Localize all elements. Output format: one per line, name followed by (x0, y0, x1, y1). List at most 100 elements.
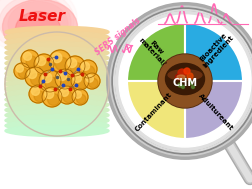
Circle shape (32, 87, 40, 95)
Circle shape (88, 78, 98, 88)
Circle shape (76, 78, 87, 89)
Circle shape (47, 94, 59, 105)
Circle shape (159, 55, 211, 107)
Circle shape (58, 86, 76, 104)
Ellipse shape (8, 2, 68, 46)
Circle shape (44, 88, 60, 105)
Circle shape (81, 62, 89, 70)
Circle shape (80, 61, 96, 77)
Text: Raw
material/: Raw material/ (137, 33, 171, 67)
Circle shape (22, 51, 38, 67)
Circle shape (29, 85, 47, 103)
Circle shape (178, 69, 186, 77)
Circle shape (40, 60, 51, 73)
Ellipse shape (5, 26, 109, 38)
Ellipse shape (3, 0, 78, 54)
Circle shape (76, 94, 86, 104)
Text: CHM: CHM (173, 78, 198, 88)
Circle shape (189, 81, 193, 85)
Circle shape (26, 68, 44, 85)
Circle shape (67, 57, 83, 74)
Ellipse shape (5, 99, 109, 111)
Circle shape (84, 73, 100, 89)
Text: Laser: Laser (18, 9, 66, 24)
Ellipse shape (5, 94, 109, 105)
Ellipse shape (5, 78, 109, 90)
Circle shape (34, 54, 54, 74)
Circle shape (56, 70, 74, 88)
Circle shape (52, 53, 62, 63)
Wedge shape (127, 23, 185, 81)
Circle shape (71, 72, 89, 90)
Text: SERS signals: SERS signals (93, 16, 142, 57)
Circle shape (55, 57, 68, 70)
Circle shape (63, 92, 74, 103)
Ellipse shape (0, 0, 71, 49)
Ellipse shape (0, 0, 74, 50)
Ellipse shape (5, 73, 109, 84)
Circle shape (68, 59, 77, 67)
Ellipse shape (5, 89, 109, 100)
Circle shape (49, 50, 71, 72)
Circle shape (73, 74, 82, 82)
Circle shape (175, 74, 180, 80)
Circle shape (119, 15, 251, 147)
Circle shape (55, 69, 75, 89)
Circle shape (45, 77, 58, 90)
Ellipse shape (0, 0, 77, 53)
Circle shape (5, 32, 109, 136)
Circle shape (85, 74, 99, 88)
Circle shape (187, 73, 193, 79)
Circle shape (71, 63, 82, 74)
Ellipse shape (5, 125, 109, 136)
Ellipse shape (177, 75, 185, 79)
Ellipse shape (5, 120, 109, 131)
Circle shape (181, 85, 184, 88)
Circle shape (59, 87, 75, 103)
Circle shape (60, 88, 69, 96)
Wedge shape (127, 81, 185, 139)
Circle shape (30, 74, 43, 85)
Text: Bioactive
Ingredient: Bioactive Ingredient (197, 30, 235, 69)
Ellipse shape (5, 63, 109, 74)
Circle shape (42, 73, 52, 83)
Circle shape (37, 57, 46, 66)
Circle shape (158, 54, 212, 108)
Circle shape (79, 60, 97, 78)
Ellipse shape (166, 63, 205, 95)
Ellipse shape (5, 47, 109, 59)
Circle shape (18, 68, 28, 78)
Circle shape (36, 56, 52, 73)
Circle shape (39, 70, 61, 92)
Circle shape (86, 75, 93, 82)
Ellipse shape (5, 115, 109, 126)
Circle shape (34, 91, 45, 102)
Wedge shape (185, 81, 243, 139)
Circle shape (41, 72, 59, 90)
Circle shape (178, 83, 182, 87)
Circle shape (25, 67, 45, 87)
Circle shape (23, 52, 32, 60)
Circle shape (192, 85, 195, 88)
Circle shape (65, 56, 85, 76)
Circle shape (84, 66, 95, 77)
Ellipse shape (5, 42, 109, 53)
Circle shape (16, 65, 23, 72)
Ellipse shape (5, 52, 109, 64)
Circle shape (58, 71, 67, 81)
Ellipse shape (5, 84, 109, 95)
Ellipse shape (5, 109, 109, 121)
Circle shape (51, 52, 69, 70)
Circle shape (28, 70, 37, 78)
Ellipse shape (5, 104, 109, 116)
Circle shape (184, 68, 190, 74)
Circle shape (60, 75, 73, 88)
Circle shape (73, 90, 87, 104)
Ellipse shape (5, 57, 109, 69)
Circle shape (42, 87, 62, 107)
Ellipse shape (168, 70, 202, 80)
Circle shape (26, 56, 37, 67)
Circle shape (45, 90, 54, 98)
Circle shape (21, 50, 39, 68)
Circle shape (72, 73, 88, 89)
